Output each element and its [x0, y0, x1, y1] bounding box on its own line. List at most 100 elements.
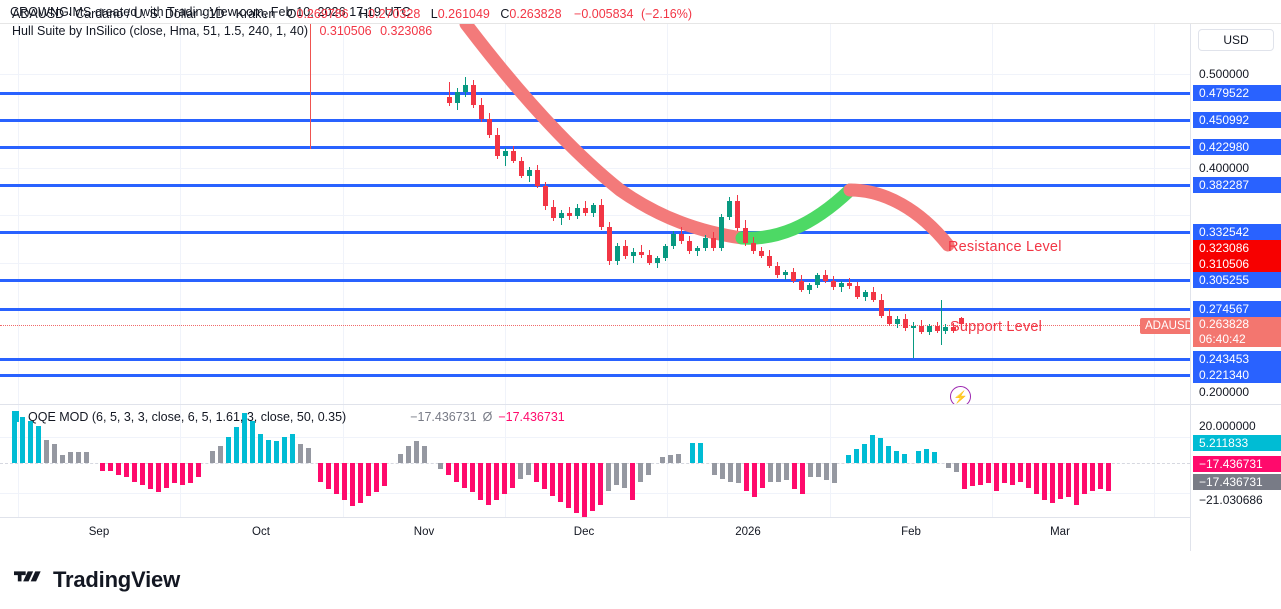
- price-level-line[interactable]: [0, 308, 1190, 311]
- grid-line-vertical: [180, 24, 181, 404]
- histogram-bar: [916, 450, 921, 463]
- histogram-bar: [1002, 463, 1007, 484]
- price-level-line[interactable]: [0, 231, 1190, 234]
- candle-body: [655, 258, 660, 263]
- price-scale-label: 0.422980: [1193, 139, 1281, 155]
- price-level-line[interactable]: [0, 374, 1190, 377]
- price-scale-label: 0.400000: [1199, 161, 1250, 175]
- histogram-bar: [598, 463, 603, 505]
- candle-body: [807, 284, 812, 291]
- price-scale-label: −17.436731: [1193, 474, 1281, 490]
- histogram-bar: [486, 463, 491, 505]
- legend-l-value: 0.261049: [437, 7, 490, 21]
- histogram-bar: [622, 463, 627, 488]
- histogram-bar: [574, 463, 579, 513]
- time-axis[interactable]: Sep Oct Nov Dec 2026 Feb Mar: [0, 517, 1190, 551]
- candle-body: [679, 234, 684, 242]
- price-level-line[interactable]: [0, 119, 1190, 122]
- histogram-zero-line: [0, 463, 1190, 464]
- histogram-bar: [870, 435, 875, 463]
- candle-body: [871, 292, 876, 300]
- histogram-bar: [124, 463, 129, 477]
- lightning-bolt-icon[interactable]: ⚡: [950, 386, 971, 404]
- histogram-bar: [832, 463, 837, 484]
- vertical-marker-line[interactable]: [310, 24, 311, 149]
- candle-body: [455, 92, 460, 103]
- histogram-bar: [20, 416, 25, 463]
- histogram-bar: [1098, 463, 1103, 490]
- candle-body: [671, 234, 676, 246]
- price-scale-label: 5.211833: [1193, 435, 1281, 451]
- histogram-bar: [606, 463, 611, 491]
- histogram-bar: [894, 450, 899, 463]
- candle-body: [935, 326, 940, 331]
- price-pane[interactable]: Resistance Level Support Level ⚡ ADAUSD: [0, 24, 1190, 404]
- grid-line-horizontal: [0, 215, 1190, 216]
- histogram-bar: [1034, 463, 1039, 494]
- candle-body: [535, 170, 540, 187]
- grid-line-horizontal: [0, 493, 1190, 494]
- currency-chip[interactable]: USD: [1198, 29, 1274, 51]
- price-level-line[interactable]: [0, 92, 1190, 95]
- candle-body: [615, 245, 620, 261]
- histogram-bar: [542, 463, 547, 490]
- candle-body: [735, 201, 740, 228]
- legend-symbol-line[interactable]: ADAUSD · Cardano / U. S. Dollar · 1D · K…: [12, 6, 692, 23]
- candle-body: [479, 104, 484, 119]
- candle-wick: [913, 322, 914, 359]
- candle-body: [703, 238, 708, 248]
- histogram-bar: [824, 463, 829, 481]
- price-scale-label: 0.479522: [1193, 85, 1281, 101]
- grid-line-vertical: [830, 24, 831, 404]
- histogram-bar: [196, 463, 201, 477]
- hull-value-2: 0.323086: [380, 24, 433, 38]
- qqe-value: −17.436731: [410, 410, 477, 424]
- histogram-bar: [630, 463, 635, 501]
- candle-body: [743, 227, 748, 243]
- candle-body: [887, 315, 892, 325]
- hull-indicator-name: Hull Suite by InSilico (close, Hma, 51, …: [12, 24, 308, 38]
- resistance-level-label[interactable]: Resistance Level: [948, 239, 1062, 255]
- histogram-bar: [140, 463, 145, 485]
- histogram-bar: [712, 463, 717, 476]
- candle-body: [687, 241, 692, 251]
- qqe-color-swatch: [12, 411, 19, 422]
- histogram-bar: [736, 463, 741, 484]
- qqe-indicator-name: QQE MOD (6, 5, 3, 3, close, 6, 5, 1.61, …: [28, 410, 347, 424]
- legend-hull-line[interactable]: Hull Suite by InSilico (close, Hma, 51, …: [12, 23, 692, 40]
- candle-body: [775, 265, 780, 276]
- candle-body: [839, 282, 844, 288]
- candle-body: [959, 318, 964, 325]
- qqe-indicator-pane[interactable]: [0, 404, 1190, 517]
- candle-body: [823, 275, 828, 281]
- histogram-bar: [518, 463, 523, 479]
- price-scale[interactable]: USD 0.500000 0.479522 0.450992 0.422980 0.40…: [1190, 24, 1281, 551]
- price-level-line[interactable]: [0, 358, 1190, 361]
- price-scale-label: 0.243453: [1193, 351, 1281, 367]
- current-price-tag[interactable]: 0.263828 06:40:42: [1193, 317, 1281, 347]
- candle-body: [567, 212, 572, 217]
- histogram-bar: [768, 463, 773, 482]
- grid-line-vertical: [1154, 405, 1155, 517]
- histogram-bar: [28, 421, 33, 463]
- candle-body: [583, 207, 588, 213]
- histogram-bar: [668, 455, 673, 463]
- price-level-line[interactable]: [0, 279, 1190, 282]
- histogram-bar: [1010, 463, 1015, 485]
- price-level-line[interactable]: [0, 184, 1190, 187]
- histogram-bar: [100, 463, 105, 471]
- qqe-legend[interactable]: QQE MOD (6, 5, 3, 3, close, 6, 5, 1.61, …: [12, 410, 565, 424]
- histogram-bar: [266, 439, 271, 463]
- price-scale-label: 0.332542: [1193, 224, 1281, 240]
- candle-body: [487, 118, 492, 136]
- histogram-bar: [414, 441, 419, 463]
- candle-body: [463, 84, 468, 92]
- price-level-line[interactable]: [0, 146, 1190, 149]
- support-level-label[interactable]: Support Level: [950, 319, 1043, 335]
- histogram-bar: [242, 413, 247, 463]
- histogram-bar: [1074, 463, 1079, 505]
- histogram-bar: [752, 463, 757, 498]
- histogram-bar: [1106, 463, 1111, 491]
- histogram-bar: [494, 463, 499, 501]
- histogram-bar: [614, 463, 619, 485]
